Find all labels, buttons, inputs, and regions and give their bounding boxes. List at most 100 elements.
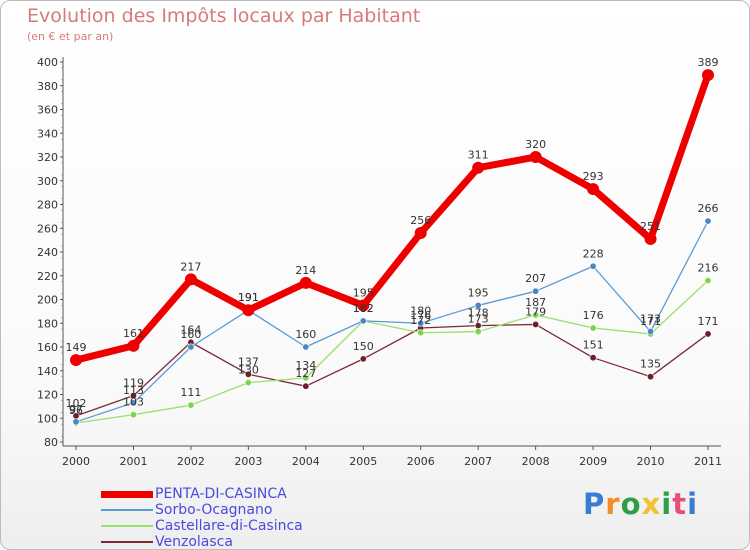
data-label: 180	[410, 304, 431, 317]
x-tick-label: 2011	[694, 455, 722, 468]
data-label: 151	[583, 339, 604, 352]
y-tick-label: 240	[37, 246, 58, 259]
data-point	[472, 161, 485, 174]
x-tick-label: 2006	[407, 455, 435, 468]
data-point	[417, 329, 425, 337]
x-tick-label: 2009	[579, 455, 607, 468]
data-point	[532, 287, 540, 295]
legend-item: Venzolasca	[101, 533, 303, 550]
data-label: 173	[640, 313, 661, 326]
data-label: 214	[295, 264, 316, 277]
legend-label: Castellare-di-Casinca	[155, 517, 303, 534]
y-tick-label: 100	[37, 412, 58, 425]
legend-item: Castellare-di-Casinca	[101, 518, 303, 534]
data-label: 134	[295, 359, 316, 372]
data-point	[302, 343, 310, 351]
y-tick-label: 380	[37, 80, 58, 93]
y-tick-label: 80	[44, 436, 58, 449]
y-tick-label: 400	[37, 56, 58, 69]
data-point	[244, 379, 252, 387]
data-label: 172	[410, 314, 431, 327]
series-line-venzolasca	[75, 323, 709, 417]
data-label: 160	[295, 328, 316, 341]
data-label: 182	[353, 302, 374, 315]
y-tick-label: 220	[37, 270, 58, 283]
data-point	[414, 227, 427, 239]
data-point	[359, 355, 367, 363]
data-point	[187, 401, 195, 409]
data-label: 150	[353, 340, 374, 353]
data-point	[647, 328, 655, 336]
data-label: 191	[238, 291, 259, 304]
proxiti-logo: Proxiti	[583, 487, 698, 521]
data-label: 207	[525, 272, 546, 285]
y-tick-label: 320	[37, 151, 58, 164]
legend-label: Venzolasca	[155, 533, 233, 550]
series-line-castellare-di-casinca	[75, 279, 709, 424]
data-point	[532, 311, 540, 319]
legend-swatch	[101, 509, 153, 511]
x-tick-label: 2003	[234, 455, 262, 468]
data-point	[242, 304, 255, 317]
chart-subtitle: (en € et par an)	[27, 30, 114, 43]
data-point	[474, 301, 482, 309]
x-tick-label: 2008	[522, 455, 550, 468]
data-label: 182	[353, 302, 374, 315]
y-tick-label: 360	[37, 104, 58, 117]
data-point	[299, 276, 312, 289]
legend-label: Sorbo-Ocagnano	[155, 501, 273, 518]
legend-swatch	[101, 525, 153, 527]
data-point	[532, 320, 540, 328]
legend: PENTA-DI-CASINCA Sorbo-Ocagnano Castellare…	[101, 486, 303, 550]
logo-letter: P	[583, 487, 606, 521]
data-label: 217	[180, 260, 201, 273]
x-tick-label: 2007	[464, 455, 492, 468]
data-label: 195	[353, 286, 374, 299]
data-point	[302, 374, 310, 382]
data-label: 160	[180, 328, 201, 341]
data-label: 130	[238, 364, 259, 377]
data-label: 137	[238, 355, 259, 368]
data-label: 171	[640, 315, 661, 328]
data-label: 195	[468, 286, 489, 299]
data-point	[474, 328, 482, 336]
data-point	[244, 370, 252, 378]
data-point	[704, 276, 712, 284]
data-label: 266	[698, 202, 719, 215]
data-label: 176	[583, 309, 604, 322]
legend-swatch	[101, 490, 153, 498]
data-label: 102	[66, 397, 87, 410]
logo-letter: t	[672, 487, 688, 521]
data-point	[129, 392, 137, 400]
legend-item: Sorbo-Ocagnano	[101, 502, 303, 518]
data-label: 113	[123, 384, 144, 397]
data-point	[587, 183, 600, 196]
legend-item: PENTA-DI-CASINCA	[101, 486, 303, 502]
data-label: 176	[410, 309, 431, 322]
data-label: 103	[123, 396, 144, 409]
data-label: 293	[583, 170, 604, 183]
data-point	[129, 399, 137, 407]
data-label: 228	[583, 247, 604, 260]
data-point	[417, 319, 425, 327]
y-tick-label: 340	[37, 127, 58, 140]
data-point	[589, 324, 597, 332]
data-label: 173	[468, 313, 489, 326]
x-tick-label: 2004	[292, 455, 320, 468]
data-point	[647, 373, 655, 381]
data-label: 135	[640, 358, 661, 371]
data-label: 149	[66, 341, 87, 354]
x-tick-label: 2005	[349, 455, 377, 468]
data-point	[357, 299, 370, 312]
data-point	[589, 354, 597, 362]
logo-letter: r	[605, 487, 621, 521]
data-label: 179	[525, 305, 546, 318]
y-tick-label: 280	[37, 199, 58, 212]
data-point	[704, 217, 712, 225]
data-label: 251	[640, 220, 661, 233]
y-tick-label: 260	[37, 222, 58, 235]
series-line-penta-di-casinca	[72, 71, 712, 364]
logo-letter: i	[661, 487, 673, 521]
